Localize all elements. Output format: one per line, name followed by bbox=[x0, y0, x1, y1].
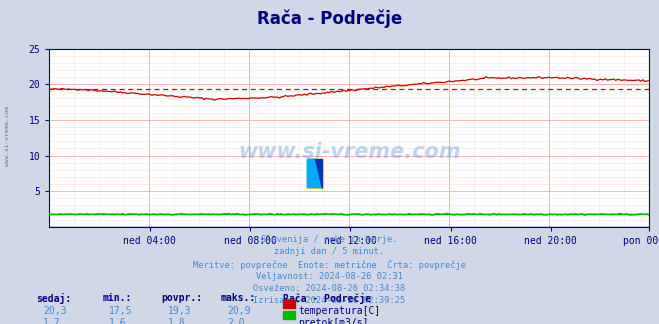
Text: pretok[m3/s]: pretok[m3/s] bbox=[299, 318, 369, 324]
Bar bbox=[307, 159, 322, 188]
Text: www.si-vreme.com: www.si-vreme.com bbox=[238, 142, 461, 162]
Text: temperatura[C]: temperatura[C] bbox=[299, 306, 381, 316]
Text: Izrisano: 2024-08-26 02:39:25: Izrisano: 2024-08-26 02:39:25 bbox=[253, 296, 406, 306]
Text: Slovenija / reke in morje.: Slovenija / reke in morje. bbox=[261, 235, 398, 244]
Text: min.:: min.: bbox=[102, 293, 132, 303]
Text: Rača - Podrečje: Rača - Podrečje bbox=[283, 293, 372, 304]
Text: 2,0: 2,0 bbox=[227, 318, 245, 324]
Text: povpr.:: povpr.: bbox=[161, 293, 202, 303]
Polygon shape bbox=[315, 159, 322, 188]
Text: 20,9: 20,9 bbox=[227, 306, 251, 316]
Text: Veljavnost: 2024-08-26 02:31: Veljavnost: 2024-08-26 02:31 bbox=[256, 272, 403, 281]
Polygon shape bbox=[307, 159, 322, 188]
Text: www.si-vreme.com: www.si-vreme.com bbox=[5, 106, 11, 166]
Text: 1,7: 1,7 bbox=[43, 318, 61, 324]
Text: Osveženo: 2024-08-26 02:34:38: Osveženo: 2024-08-26 02:34:38 bbox=[253, 284, 406, 293]
Text: maks.:: maks.: bbox=[221, 293, 256, 303]
Text: Meritve: povprečne  Enote: metrične  Črta: povprečje: Meritve: povprečne Enote: metrične Črta:… bbox=[193, 260, 466, 270]
Text: 1,6: 1,6 bbox=[109, 318, 127, 324]
Text: 20,3: 20,3 bbox=[43, 306, 67, 316]
Text: zadnji dan / 5 minut.: zadnji dan / 5 minut. bbox=[274, 247, 385, 256]
Text: 19,3: 19,3 bbox=[168, 306, 192, 316]
Text: 1,8: 1,8 bbox=[168, 318, 186, 324]
Text: 17,5: 17,5 bbox=[109, 306, 132, 316]
Text: sedaj:: sedaj: bbox=[36, 293, 71, 304]
Text: Rača - Podrečje: Rača - Podrečje bbox=[257, 10, 402, 28]
